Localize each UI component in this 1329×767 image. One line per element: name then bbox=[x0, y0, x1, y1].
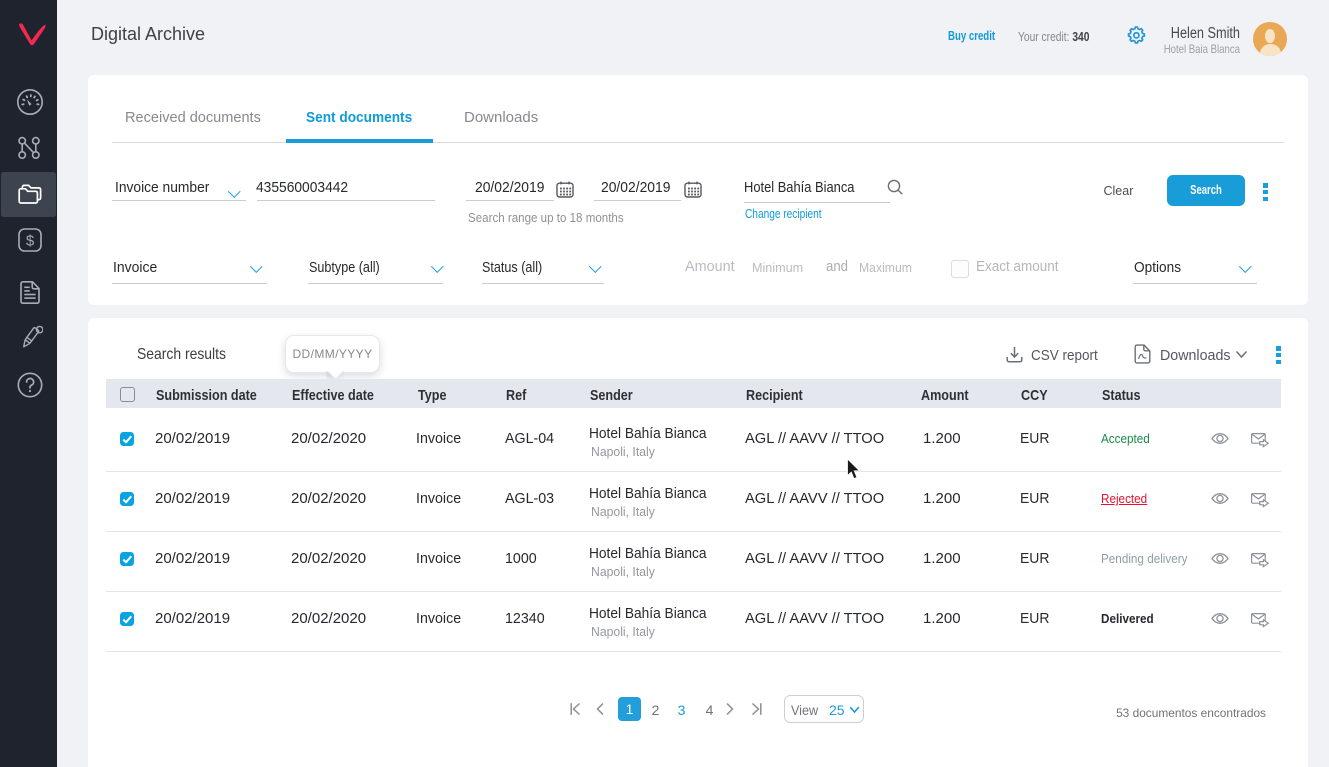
svg-text:$: $ bbox=[26, 233, 35, 250]
